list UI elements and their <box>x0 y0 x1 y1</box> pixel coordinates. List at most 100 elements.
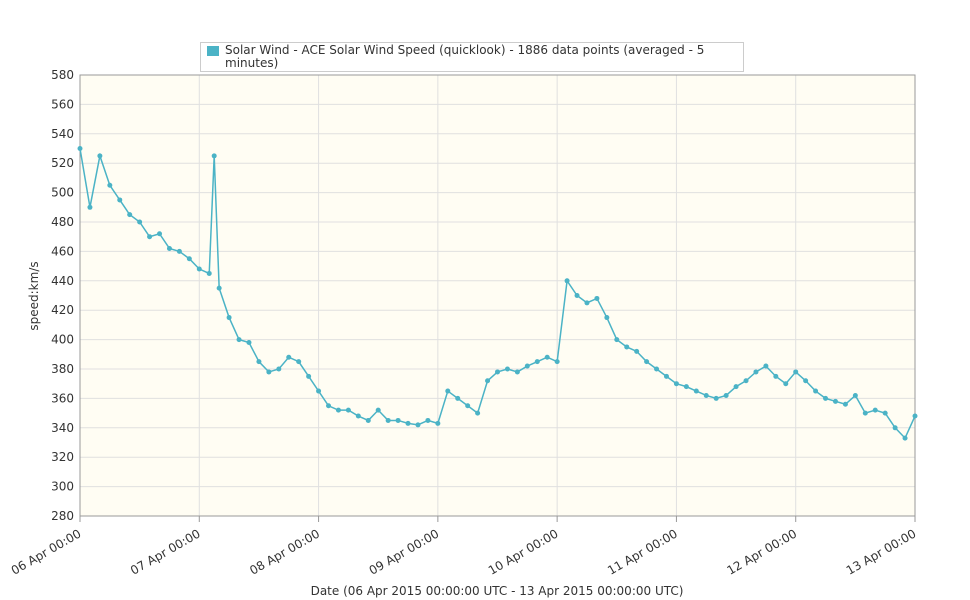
data-point <box>385 417 391 423</box>
data-point <box>604 315 610 321</box>
plot-area <box>80 75 915 516</box>
data-point <box>703 392 709 398</box>
data-point <box>455 395 461 401</box>
data-point <box>196 266 202 272</box>
y-tick-label: 420 <box>51 303 74 317</box>
data-point <box>554 359 560 365</box>
data-point <box>823 395 829 401</box>
data-point <box>654 366 660 372</box>
data-point <box>693 388 699 394</box>
data-point <box>157 231 163 237</box>
x-tick-label: 07 Apr 00:00 <box>128 526 203 577</box>
legend-label: Solar Wind - ACE Solar Wind Speed (quick… <box>225 43 705 70</box>
data-point <box>495 369 500 375</box>
y-tick-label: 500 <box>51 186 74 200</box>
data-point <box>236 337 242 343</box>
data-point <box>405 420 411 426</box>
data-point <box>176 248 182 254</box>
x-tick-label: 10 Apr 00:00 <box>486 526 561 577</box>
data-point <box>504 366 510 372</box>
plot-border <box>79 74 916 517</box>
data-point <box>514 369 520 375</box>
data-point <box>624 344 630 350</box>
y-tick-label: 540 <box>51 127 74 141</box>
data-point <box>206 270 212 276</box>
data-point <box>415 422 421 428</box>
data-point <box>763 363 769 369</box>
data-point <box>475 410 481 416</box>
data-point <box>485 378 491 384</box>
data-point <box>544 354 550 360</box>
data-point <box>306 373 312 379</box>
x-tick-label: 13 Apr 00:00 <box>844 526 919 577</box>
data-point <box>872 407 878 413</box>
data-point <box>226 315 232 321</box>
data-point <box>87 204 93 210</box>
x-tick-label: 12 Apr 00:00 <box>724 526 799 577</box>
data-point <box>316 388 322 394</box>
data-point <box>137 219 143 225</box>
y-tick-label: 320 <box>51 450 74 464</box>
x-tick-label: 06 Apr 00:00 <box>9 526 84 577</box>
data-point <box>564 278 570 284</box>
data-point <box>107 182 113 188</box>
x-tick-label: 09 Apr 00:00 <box>367 526 442 577</box>
legend-swatch <box>207 46 219 56</box>
y-axis-label: speed:km/s <box>27 261 41 330</box>
y-tick-label: 360 <box>51 391 74 405</box>
data-point <box>246 340 252 346</box>
data-point <box>574 293 580 298</box>
data-point <box>326 403 332 409</box>
data-point <box>783 381 789 387</box>
data-point <box>395 417 401 423</box>
data-point <box>211 153 217 159</box>
data-point <box>614 337 620 343</box>
data-point <box>634 348 640 354</box>
data-point <box>743 378 749 384</box>
data-point <box>524 363 530 369</box>
y-tick-label: 480 <box>51 215 74 229</box>
data-point <box>644 359 650 365</box>
data-point <box>166 245 172 251</box>
data-point <box>753 369 759 375</box>
data-point <box>117 197 123 203</box>
data-point <box>355 413 361 419</box>
data-point <box>534 359 540 365</box>
y-tick-label: 520 <box>51 156 74 170</box>
data-point <box>813 388 819 394</box>
data-point <box>97 153 103 159</box>
data-point <box>723 392 729 398</box>
data-point <box>673 381 679 387</box>
data-point <box>713 395 719 401</box>
data-point <box>773 373 779 379</box>
data-point <box>435 420 441 426</box>
y-tick-label: 340 <box>51 421 74 435</box>
y-tick-label: 460 <box>51 244 74 258</box>
data-point <box>375 407 381 413</box>
data-point <box>216 285 222 291</box>
data-point <box>663 373 669 379</box>
data-point <box>276 366 282 372</box>
data-point <box>425 417 431 423</box>
legend: Solar Wind - ACE Solar Wind Speed (quick… <box>200 42 744 72</box>
data-point <box>445 388 451 394</box>
y-tick-label: 300 <box>51 480 74 494</box>
data-point <box>345 407 351 413</box>
y-tick-label: 560 <box>51 97 74 111</box>
data-point <box>584 300 590 306</box>
data-point <box>147 234 153 240</box>
data-point <box>77 146 83 151</box>
data-point <box>266 369 272 375</box>
data-point <box>882 410 888 416</box>
data-point <box>127 212 133 218</box>
data-point <box>803 378 809 384</box>
y-tick-label: 580 <box>51 68 74 82</box>
y-tick-label: 380 <box>51 362 74 376</box>
data-point <box>365 417 371 423</box>
y-tick-label: 400 <box>51 333 74 347</box>
data-point <box>912 413 918 419</box>
data-point <box>862 410 868 416</box>
data-point <box>832 398 838 404</box>
